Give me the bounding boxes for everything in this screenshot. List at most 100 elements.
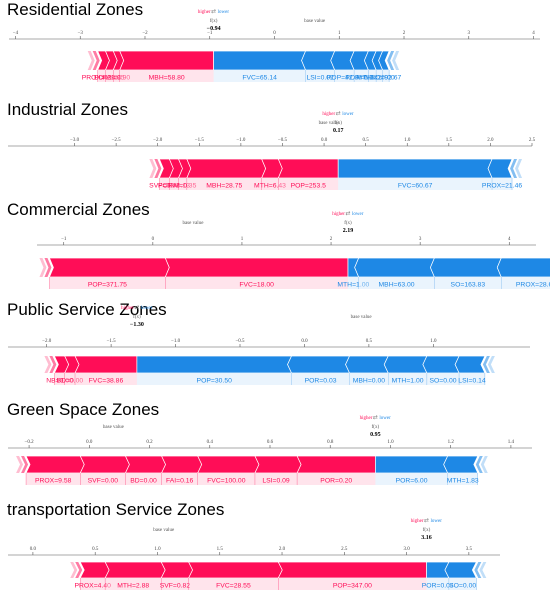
fx-label: f(x) — [423, 528, 431, 533]
feature-label-positive: SVF=0.82 — [160, 583, 191, 590]
fx-value: −1.30 — [130, 322, 144, 328]
feature-label-negative: MTH=1.29 — [356, 75, 388, 82]
legend-higher: higher — [198, 10, 211, 15]
tick-label: 0.5 — [363, 138, 370, 143]
feature-label-positive: FAI=0.16 — [166, 478, 194, 485]
tick-label: 1.5 — [446, 138, 453, 143]
panel-title: Residential Zones — [7, 0, 144, 19]
feature-label-positive: MBH=58.80 — [149, 75, 185, 82]
tick-label: 0.0 — [301, 339, 308, 344]
feature-label-negative: POR=6.00 — [396, 478, 428, 485]
positive-label-projection — [80, 578, 106, 590]
panel-title: Public Service Zones — [7, 300, 167, 319]
tick-label: 2 — [403, 31, 406, 36]
feature-label-positive: FVC=28.55 — [216, 583, 251, 590]
tick-label: 0.6 — [267, 440, 274, 445]
negative-label-projection — [501, 277, 550, 289]
positive-chevron — [149, 159, 157, 178]
tick-label: 4 — [508, 237, 511, 242]
feature-label-negative: MBH=63.00 — [379, 282, 415, 289]
positive-label-projection — [278, 178, 339, 190]
tick-label: 1 — [241, 237, 244, 242]
negative-chevron — [387, 51, 395, 70]
feature-label-positive: MTH=2.88 — [117, 583, 149, 590]
legend-higher: higher — [332, 212, 345, 217]
positive-bar-segment — [296, 455, 376, 474]
fx-label: f(x) — [133, 315, 141, 320]
fx-label: f(x) — [344, 221, 352, 226]
positive-label-projection — [75, 373, 137, 385]
legend-higher: higher — [322, 112, 335, 117]
negative-chevron — [487, 356, 495, 373]
negative-bar-segment — [496, 257, 550, 278]
negative-chevron — [480, 456, 488, 473]
legend-lower: lower — [218, 10, 230, 15]
negative-bar-segment — [213, 50, 307, 71]
positive-label-projection — [49, 277, 166, 289]
negative-label-projection — [448, 578, 477, 590]
force-plot: higher ⇄ lower f(x) 0.95 base value −0.2 0.0 0.2… — [8, 414, 532, 485]
negative-bar-segment — [337, 158, 493, 179]
fx-label: f(x) — [210, 19, 218, 24]
feature-label-positive: FVC=38.86 — [89, 378, 124, 385]
positive-bar-segment — [74, 355, 138, 374]
negative-label-projection — [426, 373, 460, 385]
tick-label: 0.2 — [146, 440, 153, 445]
positive-label-projection — [105, 70, 114, 82]
legend-lower: lower — [379, 416, 391, 421]
negative-bar-segment — [136, 355, 293, 374]
positive-label-projection — [161, 578, 189, 590]
negative-label-projection — [291, 373, 350, 385]
positive-label-projection — [278, 578, 427, 590]
tick-label: 1.0 — [387, 440, 394, 445]
positive-label-projection — [254, 473, 298, 485]
base-value-label: base value — [182, 221, 204, 226]
feature-label-positive: BD=0.00 — [57, 378, 84, 385]
fx-value: 0.95 — [370, 432, 381, 438]
tick-label: 0.0 — [321, 138, 328, 143]
feature-label-negative: MTH=1.83 — [447, 478, 479, 485]
feature-label-positive: SVF=0.00 — [88, 478, 119, 485]
base-value-label: base value — [351, 315, 373, 320]
positive-label-projection — [80, 473, 126, 485]
negative-chevron — [474, 562, 482, 578]
legend-lower: lower — [431, 519, 443, 524]
negative-label-projection — [334, 70, 355, 82]
panel-residential-zones: Residential Zones higher ⇄ lower f(x) −0.94 b… — [0, 0, 550, 100]
legend-higher: higher — [121, 306, 134, 311]
feature-label-negative: POR=0.04 — [422, 583, 454, 590]
panel-title: transportation Service Zones — [7, 500, 225, 519]
tick-label: 0.0 — [30, 547, 37, 552]
positive-label-projection — [159, 178, 170, 190]
tick-label: 1.0 — [404, 138, 411, 143]
feature-label-positive: LSI=0.09 — [262, 478, 290, 485]
feature-label-negative: FVC=65.14 — [242, 75, 277, 82]
positive-chevron — [154, 159, 162, 178]
tick-label: 3 — [468, 31, 471, 36]
tick-label: 0.5 — [366, 339, 373, 344]
feature-label-negative: MTH=1.00 — [337, 282, 369, 289]
feature-label-positive: FAI=0.35 — [169, 183, 197, 190]
legend-lower: lower — [352, 212, 364, 217]
negative-label-projection — [349, 373, 389, 385]
negative-chevron — [510, 159, 518, 178]
negative-label-projection — [492, 178, 513, 190]
feature-label-negative: NB=20.00 — [364, 75, 395, 82]
tick-label: −1.0 — [171, 339, 181, 344]
tick-label: −0.2 — [25, 440, 35, 445]
positive-chevron — [44, 258, 52, 277]
positive-chevron — [70, 562, 78, 578]
positive-label-projection — [105, 578, 162, 590]
positive-label-projection — [178, 178, 187, 190]
negative-chevron — [515, 159, 523, 178]
positive-bar-segment — [277, 158, 339, 179]
negative-label-projection — [447, 473, 478, 485]
tick-label: −3 — [78, 31, 84, 36]
negative-bar-segment — [345, 355, 389, 374]
negative-label-projection — [388, 373, 427, 385]
tick-label: −1.0 — [236, 138, 246, 143]
negative-bar-segment — [454, 355, 486, 374]
